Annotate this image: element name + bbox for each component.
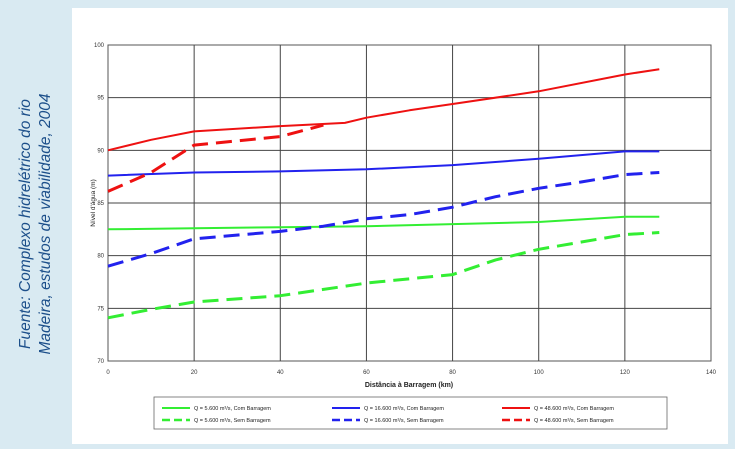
water-level-chart: 70 75 80 85 90 95 100 0 20 40 60 80 100 120 140 Distâ… bbox=[90, 43, 717, 430]
series-lines bbox=[107, 68, 660, 320]
x-tick-label: 40 bbox=[277, 370, 284, 376]
chart-panel: 70 75 80 85 90 95 100 0 20 40 60 80 100 120 140 Distâ… bbox=[72, 8, 728, 444]
source-caption: Fuente: Complexo hidrelétrico do rio Mad… bbox=[0, 0, 72, 448]
legend-label: Q = 5.600 m³/s, Com Barragem bbox=[194, 406, 271, 412]
legend: Q = 5.600 m³/s, Com Barragem Q = 16.600 m… bbox=[153, 396, 668, 430]
x-tick-label: 140 bbox=[706, 370, 717, 376]
series-line-2 bbox=[107, 150, 660, 177]
legend-box bbox=[153, 396, 668, 430]
series-line-4 bbox=[107, 231, 660, 320]
y-axis-label: Nível d'água (m) bbox=[90, 179, 97, 226]
legend-label: Q = 16.600 m³/s, Sem Barragem bbox=[364, 418, 444, 424]
series-line-5 bbox=[107, 171, 660, 268]
caption-line-1: Fuente: Complexo hidrelétrico do rio bbox=[17, 99, 34, 349]
series-line-3 bbox=[107, 68, 660, 152]
x-tick-label: 20 bbox=[191, 370, 198, 376]
series-line-6 bbox=[107, 123, 324, 193]
y-tick-label: 70 bbox=[97, 359, 104, 365]
caption-line-2: Madeira, estudos de viabilidade, 2004 bbox=[37, 93, 54, 355]
y-tick-label: 90 bbox=[97, 148, 104, 154]
legend-label: Q = 16.600 m³/s, Com Barragem bbox=[364, 406, 444, 412]
legend-label: Q = 48.600 m³/s, Sem Barragem bbox=[534, 418, 614, 424]
x-tick-label: 0 bbox=[106, 370, 110, 376]
x-tick-labels: 0 20 40 60 80 100 120 140 bbox=[106, 370, 716, 376]
y-tick-label: 95 bbox=[97, 96, 104, 102]
y-tick-label: 75 bbox=[97, 306, 104, 312]
legend-label: Q = 5.600 m³/s, Sem Barragem bbox=[194, 418, 271, 424]
legend-label: Q = 48.600 m³/s, Com Barragem bbox=[534, 406, 614, 412]
series-line-1 bbox=[107, 215, 660, 231]
y-tick-label: 80 bbox=[97, 254, 104, 260]
x-tick-label: 120 bbox=[620, 370, 631, 376]
y-tick-label: 85 bbox=[97, 201, 104, 207]
y-tick-label: 100 bbox=[94, 43, 105, 49]
grid-lines bbox=[108, 45, 711, 361]
x-tick-label: 100 bbox=[534, 370, 545, 376]
x-axis-label: Distância à Barragem (km) bbox=[365, 382, 453, 389]
x-tick-label: 60 bbox=[363, 370, 370, 376]
y-tick-labels: 70 75 80 85 90 95 100 bbox=[94, 43, 105, 365]
x-tick-label: 80 bbox=[449, 370, 456, 376]
